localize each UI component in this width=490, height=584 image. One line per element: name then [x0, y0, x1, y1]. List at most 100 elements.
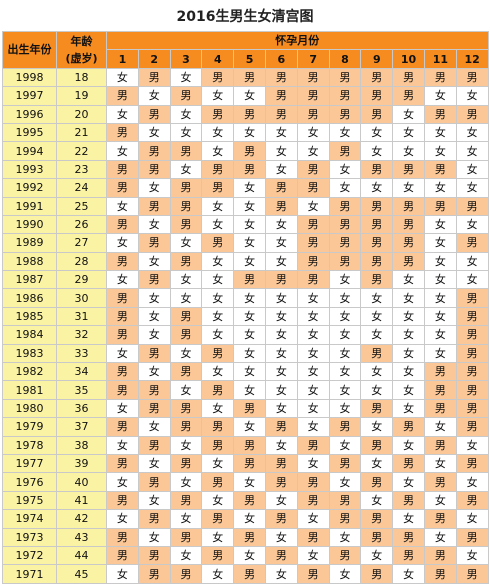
gender-cell: 女	[328, 325, 362, 345]
gender-cell: 男	[264, 196, 298, 216]
gender-cell: 男	[455, 67, 489, 88]
birth-year-cell: 1998	[2, 67, 57, 88]
table-row: 1991 25 女男男女女男女男男男男男	[2, 196, 489, 216]
gender-cell: 女	[201, 564, 235, 584]
gender-cell: 女	[296, 196, 330, 216]
gender-cell: 男	[201, 178, 235, 198]
gender-cell: 男	[360, 251, 394, 272]
gender-cell: 女	[296, 288, 330, 308]
gender-cell: 女	[169, 104, 203, 124]
gender-cell: 男	[360, 159, 394, 180]
gender-cell: 女	[328, 435, 362, 455]
gender-cell: 女	[328, 343, 362, 364]
gender-cell: 女	[423, 233, 457, 253]
birth-year-cell: 1985	[2, 306, 57, 327]
gender-cell: 男	[455, 490, 489, 511]
gender-cell: 男	[328, 490, 362, 511]
gender-cell: 女	[137, 251, 171, 272]
table-row: 1996 20 女男女男男男男男男女男男	[2, 104, 489, 124]
birth-year-cell: 1994	[2, 141, 57, 161]
gender-cell: 女	[137, 86, 171, 106]
gender-cell: 男	[455, 362, 489, 382]
gender-cell: 女	[233, 122, 266, 143]
birth-year-cell: 1983	[2, 343, 57, 364]
gender-cell: 男	[423, 104, 457, 124]
table-row: 1987 29 女男女女男男男女男女女女	[2, 270, 489, 290]
gender-cell: 男	[360, 67, 394, 88]
gender-cell: 女	[328, 288, 362, 308]
gender-cell: 女	[296, 141, 330, 161]
gender-cell: 女	[296, 306, 330, 327]
gender-cell: 男	[169, 564, 203, 584]
gender-cell: 男	[264, 67, 298, 88]
age-cell: 38	[56, 435, 107, 455]
birth-year-cell: 1971	[2, 564, 57, 584]
gender-cell: 男	[360, 435, 394, 455]
gender-cell: 女	[392, 141, 425, 161]
gender-cell: 女	[423, 251, 457, 272]
gender-cell: 男	[169, 527, 203, 547]
gender-cell: 女	[328, 472, 362, 492]
gender-cell: 男	[360, 270, 394, 290]
gender-cell: 男	[328, 104, 362, 124]
gender-cell: 男	[296, 67, 330, 88]
gender-cell: 男	[423, 564, 457, 584]
gender-cell: 女	[137, 214, 171, 235]
table-row: 1981 35 男男女男女女女女女女男男	[2, 380, 489, 400]
gender-cell: 女	[201, 214, 235, 235]
gender-cell: 男	[106, 86, 139, 106]
gender-cell: 男	[328, 453, 362, 474]
birth-year-cell: 1982	[2, 362, 57, 382]
birth-year-cell: 1984	[2, 325, 57, 345]
gender-cell: 女	[423, 490, 457, 511]
table-row: 1986 30 男女女女女女女女女女女男	[2, 288, 489, 308]
gender-cell: 女	[455, 435, 489, 455]
gender-cell: 女	[201, 325, 235, 345]
gender-cell: 女	[264, 306, 298, 327]
gender-cell: 男	[296, 86, 330, 106]
gender-cell: 女	[233, 288, 266, 308]
month-header-7: 7	[296, 49, 330, 69]
gender-cell: 女	[233, 417, 266, 437]
gender-cell: 女	[264, 233, 298, 253]
gender-cell: 男	[423, 398, 457, 419]
gender-cell: 男	[392, 196, 425, 216]
gender-cell: 女	[455, 86, 489, 106]
gender-cell: 女	[328, 270, 362, 290]
birth-year-cell: 1987	[2, 270, 57, 290]
month-header-12: 12	[455, 49, 489, 69]
gender-cell: 男	[169, 453, 203, 474]
gender-cell: 男	[328, 141, 362, 161]
birth-year-cell: 1989	[2, 233, 57, 253]
gender-cell: 男	[169, 214, 203, 235]
gender-cell: 男	[360, 343, 394, 364]
table-row: 1993 23 男男女男男女男女男男男女	[2, 159, 489, 180]
gender-cell: 男	[455, 527, 489, 547]
age-cell: 30	[56, 288, 107, 308]
gender-cell: 男	[392, 86, 425, 106]
gender-cell: 女	[392, 362, 425, 382]
gender-cell: 女	[169, 380, 203, 400]
gender-cell: 女	[392, 306, 425, 327]
gender-cell: 女	[264, 435, 298, 455]
gender-cell: 女	[328, 564, 362, 584]
gender-cell: 男	[392, 214, 425, 235]
gender-cell: 女	[423, 288, 457, 308]
gender-cell: 男	[233, 141, 266, 161]
gender-cell: 男	[201, 380, 235, 400]
gender-cell: 男	[233, 527, 266, 547]
gender-cell: 男	[392, 159, 425, 180]
gender-cell: 女	[169, 288, 203, 308]
table-row: 1988 28 男女男女女女男男男男女女	[2, 251, 489, 272]
gender-cell: 女	[106, 233, 139, 253]
gender-cell: 男	[296, 178, 330, 198]
gender-cell: 男	[328, 417, 362, 437]
gender-cell: 女	[137, 490, 171, 511]
gender-cell: 男	[169, 86, 203, 106]
gender-cell: 男	[233, 159, 266, 180]
gender-cell: 男	[392, 545, 425, 566]
gender-cell: 男	[360, 196, 394, 216]
table-row: 1978 38 女男女男男女男女男女男女	[2, 435, 489, 455]
gender-cell: 女	[296, 325, 330, 345]
gender-cell: 男	[328, 251, 362, 272]
